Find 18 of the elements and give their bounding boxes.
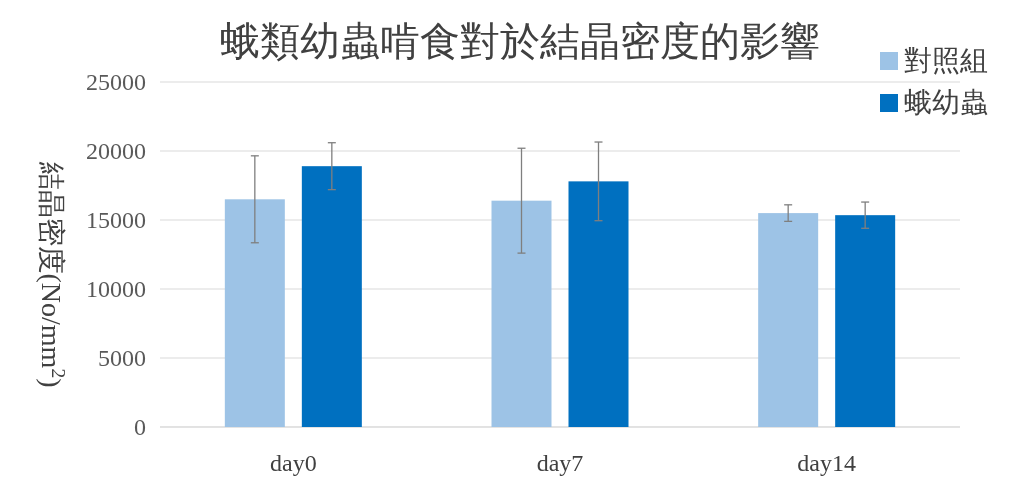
bar [758,213,819,427]
y-tick-label: 15000 [86,207,146,233]
x-tick-label: day7 [536,450,584,476]
x-tick-label: day14 [797,450,856,476]
legend-label: 蛾幼蟲 [904,86,988,119]
bar [491,200,552,427]
y-tick-label: 20000 [86,138,146,164]
bar [835,215,896,427]
bar [301,166,362,427]
y-tick-label: 0 [134,414,146,440]
legend-label: 對照組 [904,44,988,77]
y-tick-label: 5000 [98,345,146,371]
bar [568,181,629,427]
x-tick-label: day0 [270,450,317,476]
y-tick-label: 10000 [86,276,146,302]
chart-title: 蛾類幼蟲啃食對於結晶密度的影響 [220,18,820,64]
bar [224,199,285,427]
y-tick-label: 25000 [86,69,146,95]
